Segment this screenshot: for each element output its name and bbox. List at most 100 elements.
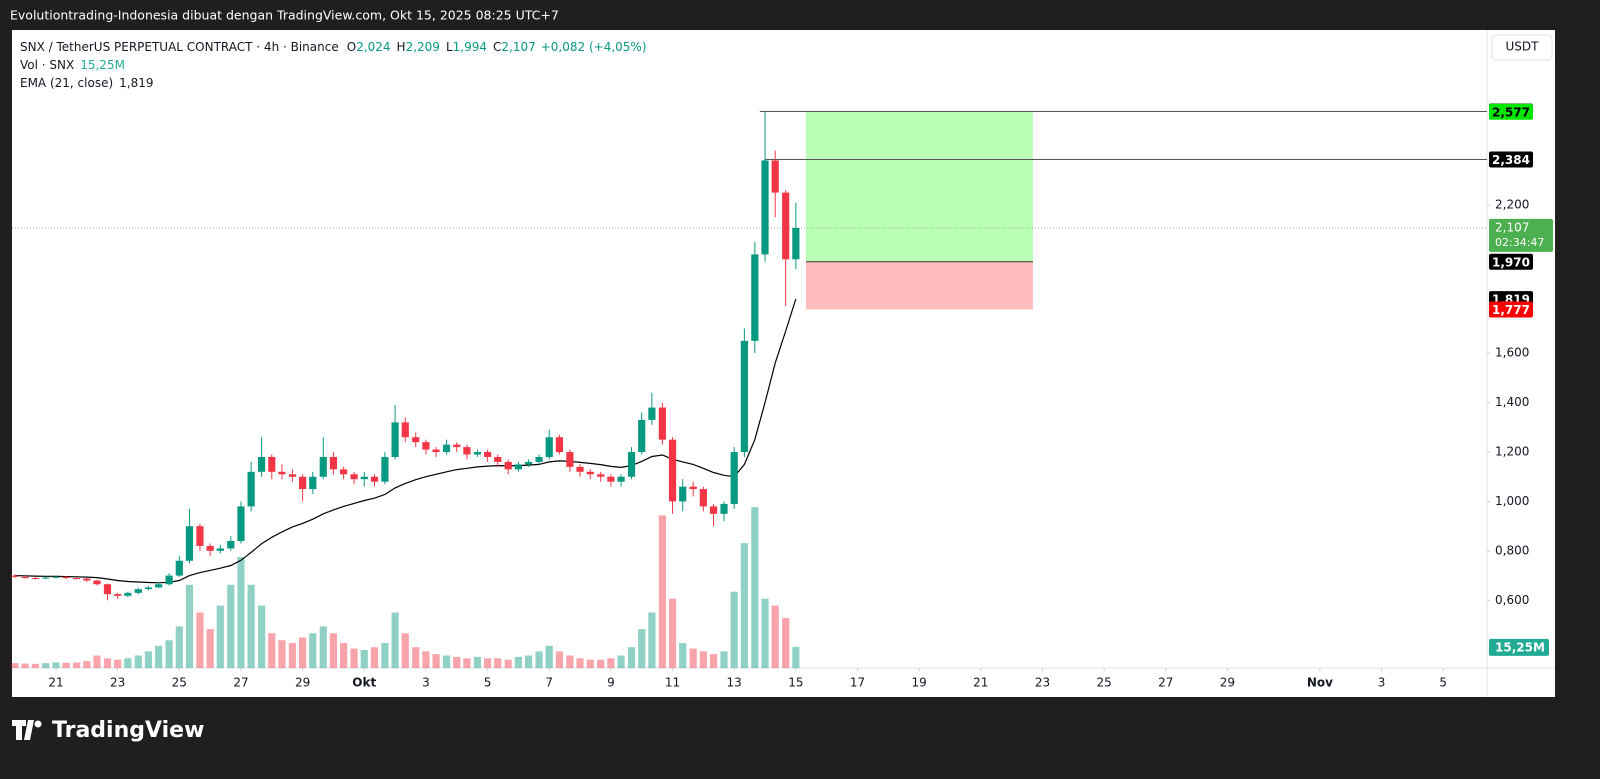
candle-body xyxy=(740,340,748,453)
candle-body xyxy=(668,439,677,502)
x-tick-label: 21 xyxy=(973,676,988,690)
volume-bar xyxy=(679,643,687,668)
x-tick-label: 7 xyxy=(545,676,553,690)
volume-bar xyxy=(597,659,605,668)
y-tick-label: 0,600 xyxy=(1495,593,1529,607)
volume-bar xyxy=(73,662,81,668)
volume-bar xyxy=(83,661,91,668)
volume-bar xyxy=(638,629,646,668)
volume-bar xyxy=(535,651,543,668)
volume-bar xyxy=(453,656,461,668)
volume-bar xyxy=(586,659,594,668)
y-tick-label: 1,400 xyxy=(1495,395,1529,409)
volume-bar xyxy=(782,618,790,668)
candle-body xyxy=(524,461,533,465)
volume-label-box xyxy=(1489,638,1549,656)
header: Evolutiontrading-Indonesia dibuat dengan… xyxy=(10,8,559,23)
candle-body xyxy=(648,407,656,420)
change: +0,082 (+4,05%) xyxy=(541,40,647,54)
candle-body xyxy=(391,422,399,457)
ohlc-key: L xyxy=(446,40,453,54)
candle-body xyxy=(422,442,430,450)
volume-bar xyxy=(370,647,379,668)
candle-body xyxy=(114,594,122,596)
candle-body xyxy=(709,506,718,514)
price-label: 1,970 xyxy=(1492,255,1530,269)
legend-main: SNX / TetherUS PERPETUAL CONTRACT · 4h ·… xyxy=(20,40,647,54)
volume-bar xyxy=(617,655,625,668)
x-tick-label: 15 xyxy=(788,676,803,690)
candle-body xyxy=(607,476,615,482)
candle-body xyxy=(340,469,348,475)
last-price-label: 2,107 xyxy=(1495,220,1529,234)
candle-body xyxy=(309,476,317,490)
volume-bar xyxy=(114,659,122,668)
currency-button[interactable] xyxy=(1491,34,1553,61)
x-tick-label: 5 xyxy=(484,676,492,690)
volume-bar xyxy=(442,655,451,668)
y-tick-label: 1,200 xyxy=(1495,445,1529,459)
candle-body xyxy=(658,407,666,440)
candle-body xyxy=(185,526,194,561)
candle-body xyxy=(299,476,307,490)
volume-bar xyxy=(792,646,800,668)
volume-bar xyxy=(524,655,533,668)
candle-body xyxy=(278,471,286,475)
volume-bar xyxy=(278,640,286,668)
x-tick-label: 13 xyxy=(727,676,742,690)
volume-bar xyxy=(237,557,245,668)
candle-body xyxy=(627,452,636,477)
ohlc-key: H xyxy=(397,40,406,54)
x-tick-label: 21 xyxy=(48,676,63,690)
volume-bar xyxy=(566,655,574,668)
candle-body xyxy=(555,437,563,453)
candle-body xyxy=(288,474,297,477)
volume-bar xyxy=(494,658,502,668)
candle-body xyxy=(124,592,132,596)
currency[interactable]: USDT xyxy=(1506,40,1540,54)
volume-bar xyxy=(268,633,276,668)
volume-bar xyxy=(740,543,748,668)
candle-body xyxy=(535,456,543,462)
x-tick-label: 25 xyxy=(172,676,187,690)
candle-body xyxy=(216,548,224,551)
volume-bar xyxy=(11,663,19,668)
volume-bar xyxy=(134,655,142,668)
candle-body xyxy=(432,449,440,453)
volume-bar xyxy=(340,643,348,668)
candle-body xyxy=(206,545,214,551)
volume-bar xyxy=(514,656,522,668)
candle-body xyxy=(792,227,800,260)
candle-body xyxy=(144,587,153,590)
volume-bar xyxy=(299,637,307,668)
volume-bar xyxy=(689,648,697,668)
volume-bar xyxy=(93,655,101,668)
volume-bar xyxy=(648,612,656,668)
vol-value: 15,25M xyxy=(80,58,125,72)
candle-body xyxy=(720,503,728,514)
price-label-box xyxy=(1489,103,1533,120)
profit-zone xyxy=(806,111,1033,262)
volume-bar xyxy=(709,654,718,668)
candle-body xyxy=(751,254,759,341)
chart-frame xyxy=(12,30,1555,697)
ohlc-key: C xyxy=(493,40,501,54)
candle-body xyxy=(350,474,358,480)
candle-body xyxy=(227,540,235,549)
x-tick-label: 5 xyxy=(1439,676,1447,690)
candle-body xyxy=(597,474,605,477)
volume-bar xyxy=(52,662,60,668)
y-tick-label: 1,000 xyxy=(1495,494,1529,508)
volume-bar xyxy=(730,591,738,668)
candle-body xyxy=(83,578,91,581)
candle-body xyxy=(196,526,204,546)
volume-bar xyxy=(206,629,214,668)
candle-body xyxy=(679,486,687,502)
x-tick-label: 29 xyxy=(295,676,310,690)
volume-bar xyxy=(391,612,399,668)
candle-body xyxy=(473,452,481,455)
candle-body xyxy=(175,560,183,576)
x-tick-label: 9 xyxy=(607,676,615,690)
ema-value: 1,819 xyxy=(119,76,153,90)
